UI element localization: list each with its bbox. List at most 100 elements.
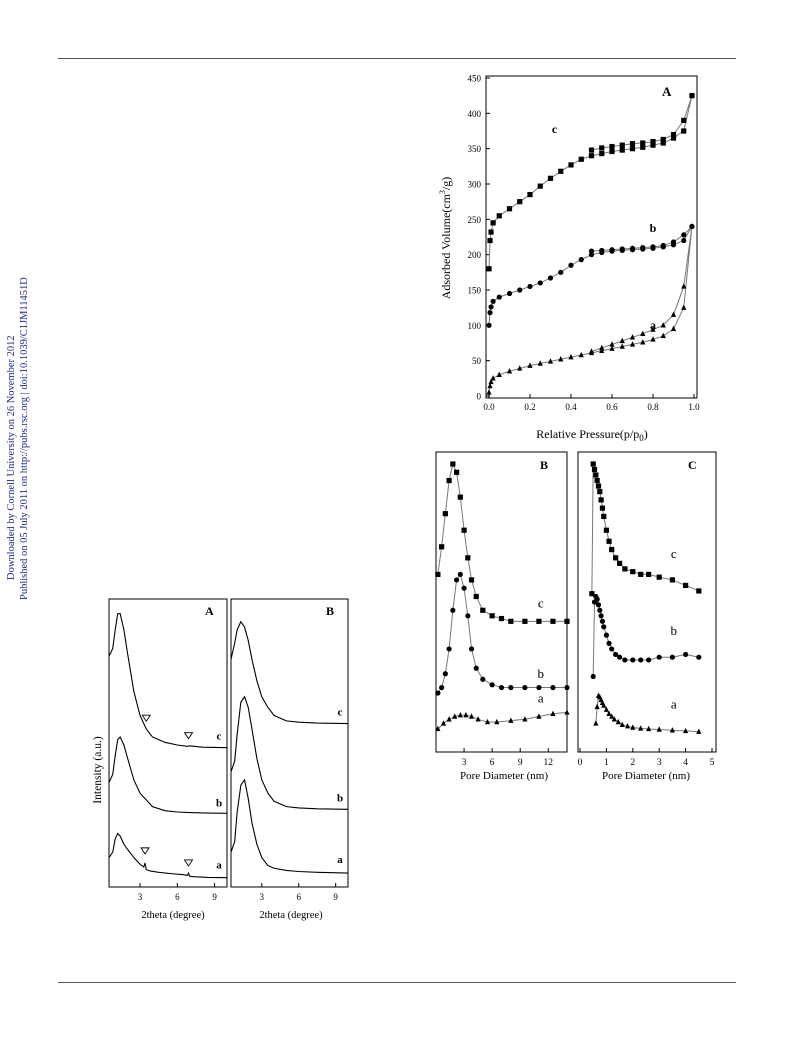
isotherm-series-b-point: [486, 322, 492, 328]
isotherm-series-c-point: [689, 93, 695, 99]
pore-b-series-a-point: [446, 716, 452, 722]
xrdB-xtick: 9: [333, 892, 338, 902]
pore-b-series-b-line: [437, 573, 567, 694]
xrdA-xtick: 3: [138, 892, 143, 902]
xrdB-series-b-line: [230, 695, 349, 810]
pore-c-series-b-point: [683, 651, 689, 658]
pore-c-series-b-point: [603, 632, 609, 638]
xrdB-curve-label-b: b: [337, 792, 343, 804]
pore-c-series-a-point: [601, 702, 607, 708]
isotherm-ytick: 300: [468, 180, 482, 190]
pore-c-series-b-point: [609, 646, 615, 652]
isotherm-series-c-point: [547, 175, 554, 181]
xrd-panel-b-letter: B: [326, 604, 334, 618]
pore-b-series-a-line: [437, 711, 568, 730]
pore-b-xtick: 9: [518, 758, 523, 768]
xrdA-series-c-line: [108, 613, 228, 749]
isotherm-series-c-point: [558, 168, 564, 174]
pore-b-series-c-point: [536, 618, 542, 624]
pore-b-series-c-point: [461, 527, 467, 533]
isotherm-series-c-point: [588, 147, 595, 153]
isotherm-series-b-point: [681, 232, 687, 238]
pore-b-series-b-point: [468, 646, 475, 652]
pore-c-series-c-point: [609, 546, 615, 553]
pore-b-series-c-point: [468, 577, 475, 583]
pore-b-series-c-point: [522, 618, 528, 624]
isotherm-series-a-point: [670, 311, 677, 317]
isotherm-ytick: 250: [468, 215, 482, 225]
isotherm-series-b-point: [558, 269, 564, 275]
isotherm-series-a-point: [527, 362, 533, 368]
pore-b-series-a-point: [475, 716, 481, 722]
pore-b-series-b-point: [453, 577, 460, 583]
isotherm-series-a-point: [640, 330, 646, 337]
isotherm-series-b-point: [640, 245, 646, 251]
isotherm-ytick: 50: [472, 356, 482, 366]
isotherm-series-c-point: [588, 153, 595, 159]
pore-c-series-b-point: [613, 651, 619, 658]
pore-c-series-b-point: [638, 657, 644, 663]
isotherm-ytick: 450: [468, 74, 482, 84]
pore-b-series-b-point: [473, 665, 479, 671]
isotherm-series-a-point: [619, 343, 625, 349]
pore-b-series-b-point: [457, 571, 463, 577]
pore-c-series-b-point: [599, 618, 606, 624]
isotherm-series-b-point: [629, 245, 636, 251]
isotherm-series-a-point: [650, 336, 656, 342]
xrdA-peak-marker: [183, 859, 194, 867]
isotherm-series-b-point: [588, 248, 595, 254]
isotherm-series-c-point: [486, 266, 492, 272]
pore-b-series-b-point: [508, 684, 514, 691]
isotherm-series-a-point: [506, 368, 513, 374]
pore-b-series-c-point: [564, 618, 570, 624]
pore-b-series-c-point: [480, 607, 486, 613]
isotherm-series-b-point: [568, 262, 574, 268]
pore-c-series-c-point: [656, 574, 662, 580]
isotherm-series-b-point: [599, 247, 605, 254]
pore-b-series-a-point: [435, 725, 441, 732]
pore-b-series-b-point: [522, 684, 528, 691]
top-rule: [58, 58, 736, 59]
pore-c-series-c-point: [597, 489, 603, 495]
isotherm-series-c-point: [609, 143, 615, 150]
xrdA-peak-marker: [183, 732, 194, 740]
pore-c-xtick: 5: [710, 758, 715, 768]
isotherm-letter: A: [662, 84, 672, 99]
xrdB-curve-label-a: a: [337, 854, 343, 866]
pore-c-curve-label-a: a: [671, 696, 677, 711]
isotherm-series-a-point: [488, 378, 494, 385]
xrd-panel-b-frame: [230, 598, 349, 888]
side-line-published: Published on 05 July 2011 on http://pubs…: [19, 277, 30, 600]
pore-c-series-c-point: [603, 527, 609, 533]
xrd-panel-a-frame: [108, 598, 228, 888]
isotherm-series-c-point: [619, 142, 625, 148]
isotherm-series-c-point: [490, 220, 496, 226]
pore-c-series-c-point: [638, 571, 644, 577]
xrdA-series-b-line: [108, 735, 228, 814]
isotherm-series-b-point: [578, 257, 584, 263]
isotherm-series-b-point: [547, 275, 554, 281]
isotherm-series-a-point: [486, 389, 492, 395]
pore-c-series-b-point: [646, 657, 652, 663]
isotherm-series-b-point: [689, 223, 695, 229]
xrd-panel-a-xlabel: 2theta (degree): [141, 910, 205, 921]
side-line-download: Downloaded by Cornell University on 26 N…: [6, 335, 17, 580]
isotherm-series-b-point: [681, 237, 687, 244]
isotherm-series-c-point: [517, 199, 523, 205]
isotherm-series-a-point: [629, 334, 636, 340]
isotherm-series-a-point: [558, 356, 564, 362]
pore-c-series-c-point: [606, 538, 612, 544]
xrdB-series-c-line: [230, 620, 349, 725]
pore-b-series-b-point: [489, 682, 495, 688]
pore-c-xtick: 3: [657, 758, 662, 768]
xrdB-curve-label-c: c: [338, 707, 343, 719]
isotherm-series-a-line: [488, 226, 693, 393]
pore-c-series-c-point: [599, 505, 606, 511]
pore-c-series-b-point: [669, 654, 675, 660]
pore-b-series-c-point: [508, 618, 514, 624]
isotherm-ytick: 150: [468, 286, 482, 296]
pore-c-series-a-point: [630, 724, 636, 730]
isotherm-series-c-point: [640, 144, 646, 150]
pore-b-letter: B: [540, 458, 548, 472]
xrdB-xtick: 6: [296, 892, 301, 902]
